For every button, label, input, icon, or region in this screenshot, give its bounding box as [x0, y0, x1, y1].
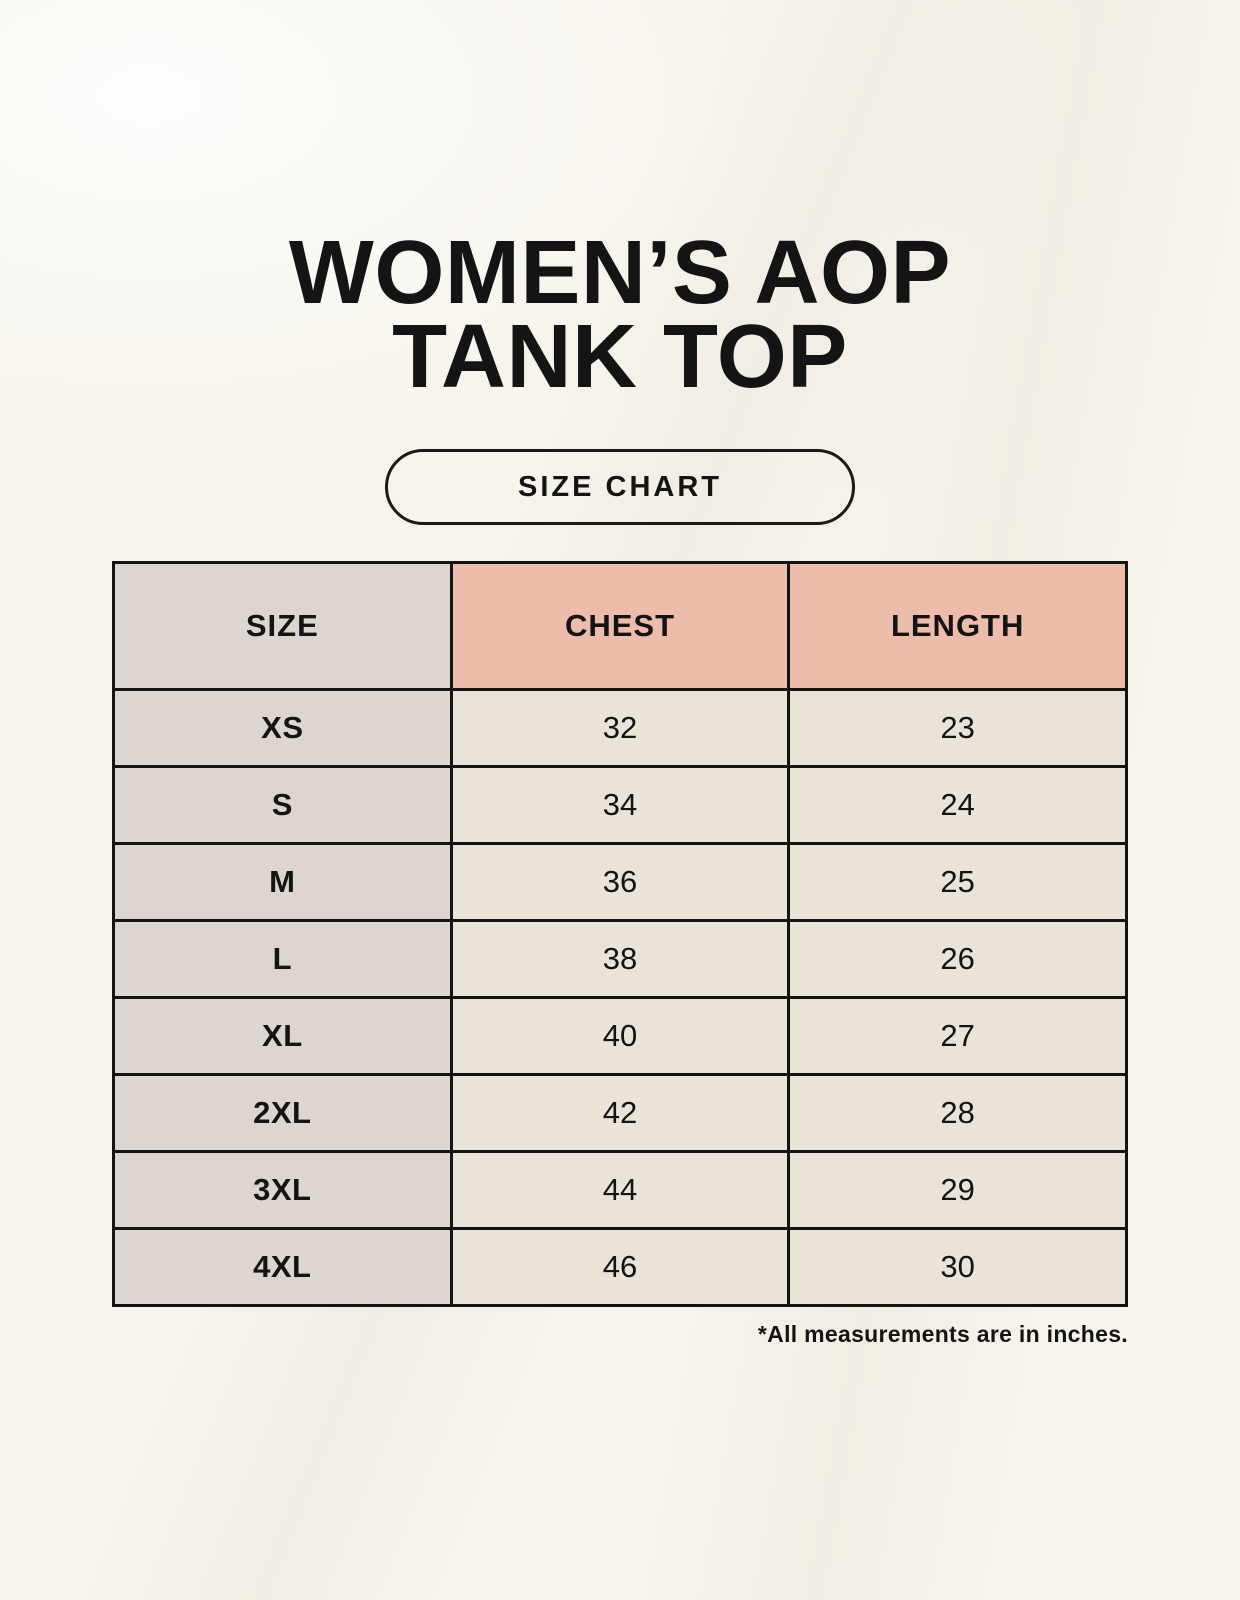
page-title-line-1: WOMEN’S AOP [288, 223, 952, 323]
size-table-header: SIZE CHEST LENGTH [112, 561, 1128, 692]
column-header-length: LENGTH [787, 561, 1128, 692]
chest-value: 32 [449, 688, 791, 769]
table-row-xl: XL 40 27 [112, 996, 1128, 1077]
size-label: L [112, 919, 453, 1000]
column-header-size: SIZE [112, 561, 453, 692]
size-label: S [112, 765, 453, 846]
measurements-footnote: *All measurements are in inches. [757, 1321, 1128, 1348]
length-value: 30 [787, 1227, 1128, 1308]
length-value: 29 [787, 1150, 1128, 1231]
size-label: M [112, 842, 453, 923]
size-label: XL [112, 996, 453, 1077]
length-value: 28 [787, 1073, 1128, 1154]
size-label: 3XL [112, 1150, 453, 1231]
size-table: SIZE CHEST LENGTH XS 32 23 S 34 24 M 36 … [112, 561, 1128, 1308]
size-label: XS [112, 688, 453, 769]
page-title-line-2: TANK TOP [392, 306, 848, 407]
length-value: 23 [787, 688, 1128, 769]
chest-value: 34 [449, 765, 791, 846]
table-row-s: S 34 24 [112, 765, 1128, 846]
length-value: 26 [787, 919, 1128, 1000]
column-header-chest: CHEST [449, 561, 791, 692]
length-value: 24 [787, 765, 1128, 846]
size-label: 4XL [112, 1227, 453, 1308]
table-row-xs: XS 32 23 [112, 688, 1128, 769]
chest-value: 42 [449, 1073, 791, 1154]
header-row: SIZE CHEST LENGTH [112, 561, 1128, 692]
badge-row: SIZE CHART [0, 449, 1240, 526]
page-title: WOMEN’S AOP TANK TOP [0, 223, 1240, 407]
table-row-3xl: 3XL 44 29 [112, 1150, 1128, 1231]
chest-value: 38 [449, 919, 791, 1000]
chest-value: 40 [449, 996, 791, 1077]
table-row-4xl: 4XL 46 30 [112, 1227, 1128, 1308]
size-label: 2XL [112, 1073, 453, 1154]
size-table-body: XS 32 23 S 34 24 M 36 25 L 38 26 XL 40 [112, 688, 1128, 1308]
chest-value: 36 [449, 842, 791, 923]
table-row-2xl: 2XL 42 28 [112, 1073, 1128, 1154]
length-value: 25 [787, 842, 1128, 923]
table-row-l: L 38 26 [112, 919, 1128, 1000]
chest-value: 44 [449, 1150, 791, 1231]
chest-value: 46 [449, 1227, 791, 1308]
length-value: 27 [787, 996, 1128, 1077]
table-row-m: M 36 25 [112, 842, 1128, 923]
size-chart-badge[interactable]: SIZE CHART [385, 449, 855, 526]
